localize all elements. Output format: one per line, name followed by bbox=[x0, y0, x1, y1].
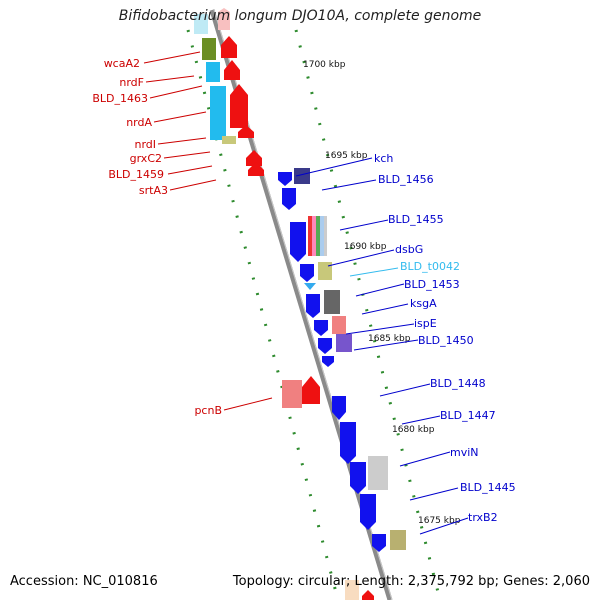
gene-block[interactable] bbox=[318, 262, 332, 280]
left-gene-blocks bbox=[194, 8, 374, 600]
gene-block[interactable] bbox=[294, 168, 310, 184]
gene-label-kch[interactable]: kch bbox=[374, 152, 393, 165]
accession-label: Accession: NC_010816 bbox=[10, 574, 158, 589]
gene-label-BLD_1456[interactable]: BLD_1456 bbox=[378, 173, 434, 186]
gene-block[interactable] bbox=[314, 320, 328, 336]
ruler-labels: 1700 kbp 1695 kbp 1690 kbp 1685 kbp 1680… bbox=[303, 60, 461, 526]
ruler-label: 1700 kbp bbox=[303, 60, 346, 70]
ruler-label: 1680 kbp bbox=[392, 425, 435, 435]
gene-block[interactable] bbox=[350, 462, 366, 494]
gene-label-trxB2[interactable]: trxB2 bbox=[468, 511, 498, 524]
gene-block[interactable] bbox=[332, 396, 346, 420]
gene-block[interactable] bbox=[222, 136, 236, 144]
right-gene-blocks bbox=[278, 168, 406, 552]
gene-label-ksgA[interactable]: ksgA bbox=[410, 297, 437, 310]
gene-block[interactable] bbox=[248, 162, 264, 176]
gene-block[interactable] bbox=[238, 125, 254, 138]
gene-label-dsbG[interactable]: dsbG bbox=[395, 243, 423, 256]
gene-block[interactable] bbox=[332, 316, 346, 334]
gene-block[interactable] bbox=[362, 590, 374, 600]
gene-block[interactable] bbox=[230, 84, 248, 128]
left-leader-lines bbox=[143, 51, 273, 411]
genome-title: Bifidobacterium longum DJO10A, complete … bbox=[118, 8, 482, 24]
gene-block[interactable] bbox=[210, 86, 226, 140]
gene-block[interactable] bbox=[368, 456, 388, 490]
ruler-label: 1675 kbp bbox=[418, 516, 461, 526]
topology-label: Topology: circular; Length: 2,375,792 bp… bbox=[232, 574, 590, 589]
gene-block[interactable] bbox=[221, 36, 237, 58]
gene-block[interactable] bbox=[340, 422, 356, 464]
gene-block[interactable] bbox=[304, 283, 316, 290]
gene-block[interactable] bbox=[324, 290, 340, 314]
gene-label-ispE[interactable]: ispE bbox=[414, 317, 437, 330]
gene-block[interactable] bbox=[246, 150, 262, 166]
left-gene-labels: wcaA2 nrdF BLD_1463 nrdA nrdI grxC2 BLD_… bbox=[92, 57, 222, 417]
gene-block[interactable] bbox=[278, 172, 292, 186]
gene-label-BLD_1447[interactable]: BLD_1447 bbox=[440, 409, 496, 422]
gene-label-BLD_1445[interactable]: BLD_1445 bbox=[460, 481, 516, 494]
gene-label-wcaA2[interactable]: wcaA2 bbox=[104, 57, 140, 70]
gene-label-BLD_1448[interactable]: BLD_1448 bbox=[430, 377, 486, 390]
gene-block[interactable] bbox=[282, 380, 302, 408]
right-leader-lines bbox=[295, 157, 469, 535]
gene-block[interactable] bbox=[302, 376, 320, 404]
ruler-label: 1685 kbp bbox=[368, 334, 411, 344]
gene-block[interactable] bbox=[306, 294, 320, 318]
gene-block[interactable] bbox=[206, 62, 220, 82]
gene-block[interactable] bbox=[360, 494, 376, 530]
gene-block[interactable] bbox=[290, 222, 306, 262]
gene-label-BLD_1450[interactable]: BLD_1450 bbox=[418, 334, 474, 347]
gene-label-BLD_1463[interactable]: BLD_1463 bbox=[92, 92, 148, 105]
gene-label-pcnB[interactable]: pcnB bbox=[194, 404, 222, 417]
gene-block[interactable] bbox=[372, 534, 386, 552]
gene-block[interactable] bbox=[282, 188, 296, 210]
gene-block[interactable] bbox=[318, 338, 332, 354]
gene-label-nrdF[interactable]: nrdF bbox=[119, 76, 144, 89]
gene-label-grxC2[interactable]: grxC2 bbox=[130, 152, 162, 165]
gene-block[interactable] bbox=[322, 356, 334, 367]
gene-label-mviN[interactable]: mviN bbox=[450, 446, 479, 459]
gene-block[interactable] bbox=[336, 334, 352, 352]
gene-label-nrdI[interactable]: nrdI bbox=[134, 138, 156, 151]
gene-label-srtA3[interactable]: srtA3 bbox=[139, 184, 168, 197]
gene-label-BLD_1453[interactable]: BLD_1453 bbox=[404, 278, 460, 291]
gene-block[interactable] bbox=[390, 530, 406, 550]
gene-block[interactable] bbox=[345, 580, 359, 600]
ruler-label: 1695 kbp bbox=[325, 151, 368, 161]
gene-label-BLD_1459[interactable]: BLD_1459 bbox=[108, 168, 164, 181]
gene-block[interactable] bbox=[224, 60, 240, 80]
gene-label-BLD_t0042[interactable]: BLD_t0042 bbox=[400, 260, 460, 273]
gene-label-BLD_1455[interactable]: BLD_1455 bbox=[388, 213, 444, 226]
right-gene-labels: kch BLD_1456 BLD_1455 dsbG BLD_t0042 BLD… bbox=[374, 152, 516, 524]
gene-block[interactable] bbox=[202, 38, 216, 60]
gene-block[interactable] bbox=[300, 264, 314, 282]
ruler-dots bbox=[186, 29, 442, 600]
ruler-label: 1690 kbp bbox=[344, 242, 387, 252]
gene-block[interactable] bbox=[194, 14, 208, 34]
gene-block[interactable] bbox=[218, 8, 230, 30]
gene-label-nrdA[interactable]: nrdA bbox=[126, 116, 152, 129]
